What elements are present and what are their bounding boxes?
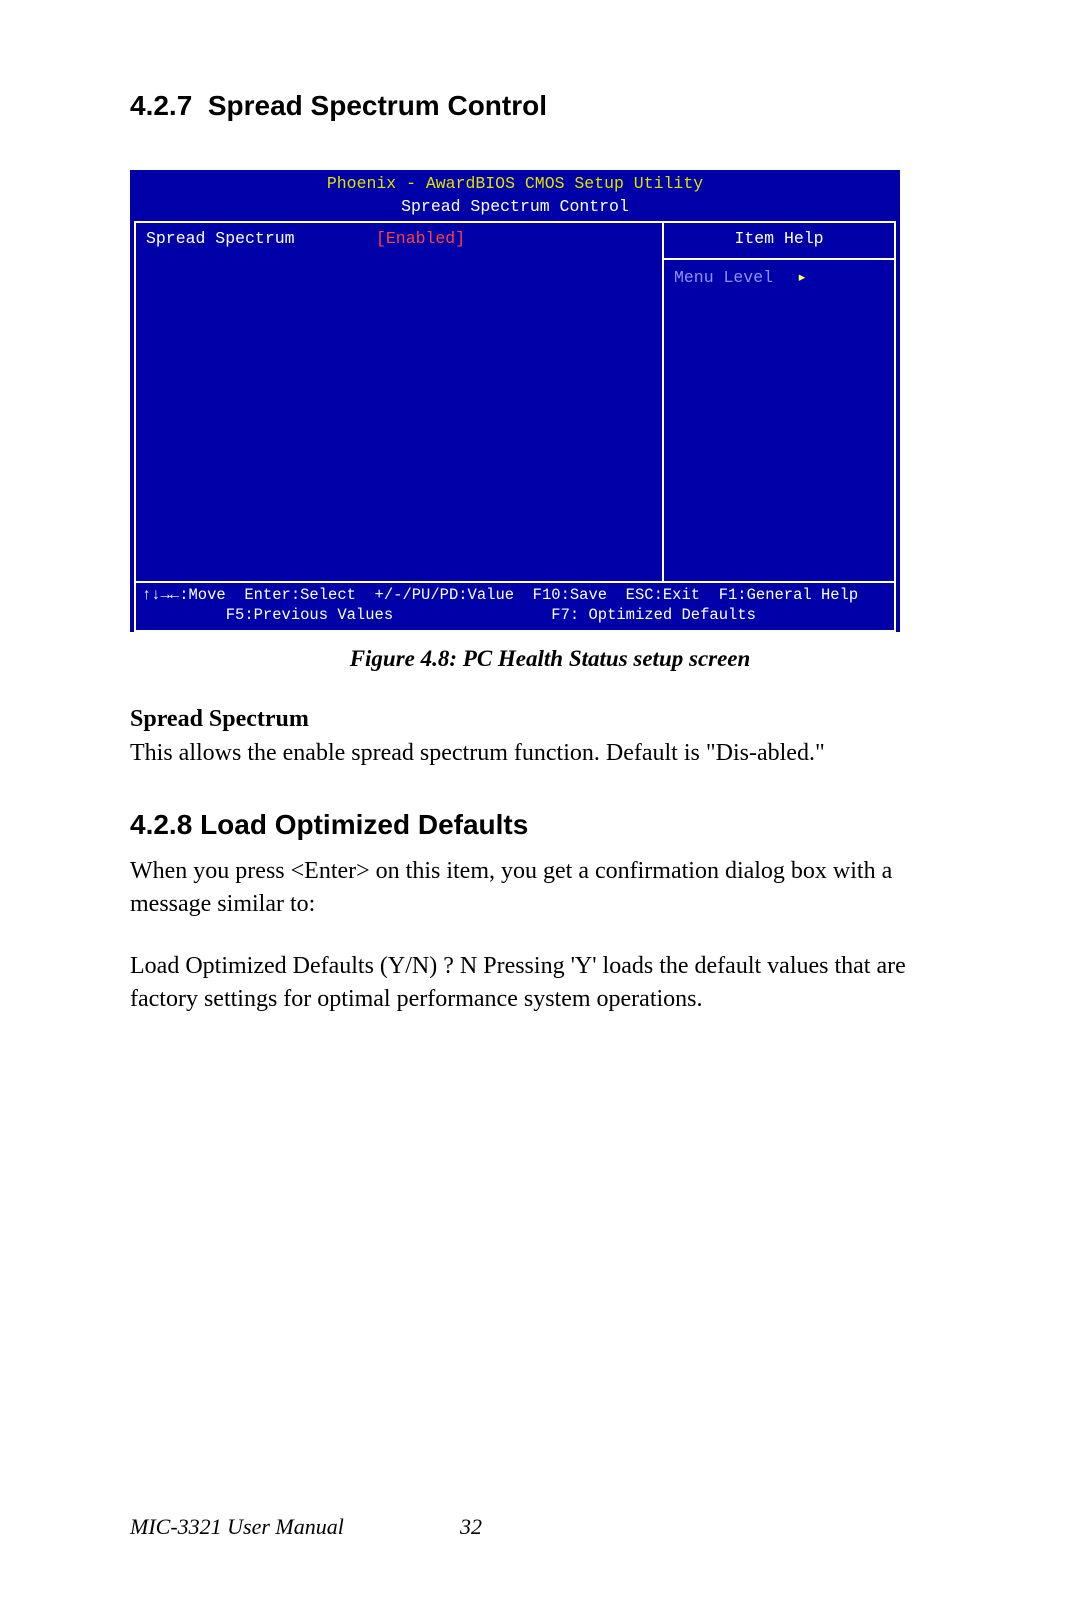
spread-spectrum-subhead: Spread Spectrum: [130, 706, 970, 733]
page-footer: MIC-3321 User Manual 32: [130, 1514, 970, 1540]
bios-body: Spread Spectrum [Enabled] Item Help Menu…: [134, 221, 896, 581]
manual-title: MIC-3321 User Manual: [130, 1514, 344, 1540]
bios-help-divider: [664, 258, 894, 260]
figure-caption: Figure 4.8: PC Health Status setup scree…: [130, 646, 970, 672]
spread-spectrum-body: This allows the enable spread spectrum f…: [130, 737, 970, 769]
section-title: Spread Spectrum Control: [208, 90, 547, 121]
section-number: 4.2.8: [130, 809, 192, 840]
bios-option-label: Spread Spectrum: [146, 229, 376, 250]
bios-options-pane: Spread Spectrum [Enabled]: [136, 223, 664, 581]
section-heading-load-defaults: 4.2.8 Load Optimized Defaults: [130, 809, 970, 841]
load-defaults-para2: Load Optimized Defaults (Y/N) ? N Pressi…: [130, 950, 970, 1015]
section-number: 4.2.7: [130, 90, 192, 121]
bios-footer-line1: ↑↓→←:Move Enter:Select +/-/PU/PD:Value F…: [142, 586, 858, 604]
triangle-right-icon: ▸: [797, 268, 807, 287]
section-title: Load Optimized Defaults: [200, 809, 528, 840]
bios-screenshot: Phoenix - AwardBIOS CMOS Setup Utility S…: [130, 170, 900, 632]
bios-option-value: [Enabled]: [376, 229, 465, 250]
bios-title-line2: Spread Spectrum Control: [130, 197, 900, 222]
bios-footer-line2: F5:Previous Values F7: Optimized Default…: [142, 606, 756, 624]
page-number: 32: [460, 1514, 482, 1540]
bios-title-line1: Phoenix - AwardBIOS CMOS Setup Utility: [130, 170, 900, 197]
bios-help-pane: Item Help Menu Level ▸: [664, 223, 894, 581]
bios-footer: ↑↓→←:Move Enter:Select +/-/PU/PD:Value F…: [134, 581, 896, 632]
bios-menu-level-row: Menu Level ▸: [674, 268, 884, 289]
bios-option-row: Spread Spectrum [Enabled]: [146, 229, 652, 250]
bios-help-title: Item Help: [674, 229, 884, 256]
bios-menu-level-label: Menu Level: [674, 268, 773, 287]
load-defaults-para1: When you press <Enter> on this item, you…: [130, 855, 970, 920]
section-heading-spread-spectrum: 4.2.7 Spread Spectrum Control: [130, 90, 970, 122]
